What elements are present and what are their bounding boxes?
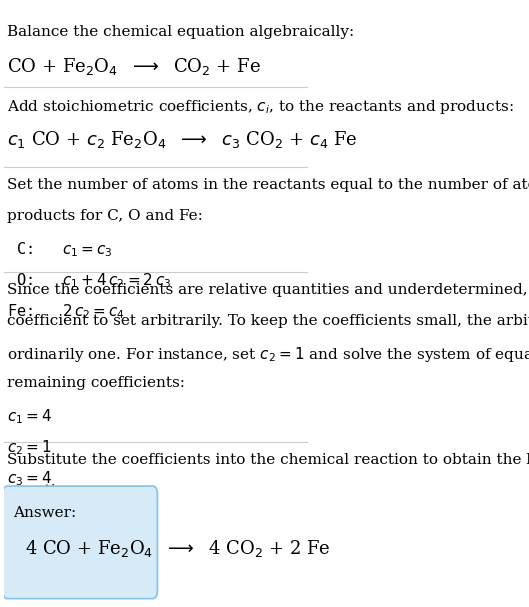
Text: C:   $c_1 = c_3$: C: $c_1 = c_3$ — [7, 240, 113, 259]
Text: $c_1 = 4$: $c_1 = 4$ — [7, 407, 52, 426]
Text: Substitute the coefficients into the chemical reaction to obtain the balanced: Substitute the coefficients into the che… — [7, 453, 529, 467]
FancyBboxPatch shape — [3, 486, 158, 599]
Text: $c_2 = 1$: $c_2 = 1$ — [7, 438, 52, 457]
Text: O:   $c_1 + 4\,c_2 = 2\,c_3$: O: $c_1 + 4\,c_2 = 2\,c_3$ — [7, 271, 171, 290]
Text: $c_4 = 2$: $c_4 = 2$ — [7, 500, 52, 519]
Text: $c_3 = 4$: $c_3 = 4$ — [7, 469, 52, 488]
Text: Set the number of atoms in the reactants equal to the number of atoms in the: Set the number of atoms in the reactants… — [7, 178, 529, 192]
Text: Balance the chemical equation algebraically:: Balance the chemical equation algebraica… — [7, 25, 354, 39]
Text: Add stoichiometric coefficients, $c_i$, to the reactants and products:: Add stoichiometric coefficients, $c_i$, … — [7, 98, 514, 116]
Text: CO + Fe$_2$O$_4$  $\longrightarrow$  CO$_2$ + Fe: CO + Fe$_2$O$_4$ $\longrightarrow$ CO$_2… — [7, 56, 261, 77]
Text: 4 CO + Fe$_2$O$_4$  $\longrightarrow$  4 CO$_2$ + 2 Fe: 4 CO + Fe$_2$O$_4$ $\longrightarrow$ 4 C… — [25, 538, 331, 559]
Text: ordinarily one. For instance, set $c_2 = 1$ and solve the system of equations fo: ordinarily one. For instance, set $c_2 =… — [7, 345, 529, 364]
Text: $c_1$ CO + $c_2$ Fe$_2$O$_4$  $\longrightarrow$  $c_3$ CO$_2$ + $c_4$ Fe: $c_1$ CO + $c_2$ Fe$_2$O$_4$ $\longright… — [7, 129, 358, 151]
Text: remaining coefficients:: remaining coefficients: — [7, 376, 185, 390]
Text: Fe:   $2\,c_2 = c_4$: Fe: $2\,c_2 = c_4$ — [7, 302, 125, 321]
Text: products for C, O and Fe:: products for C, O and Fe: — [7, 209, 203, 223]
Text: Since the coefficients are relative quantities and underdetermined, choose a: Since the coefficients are relative quan… — [7, 282, 529, 297]
Text: coefficient to set arbitrarily. To keep the coefficients small, the arbitrary va: coefficient to set arbitrarily. To keep … — [7, 314, 529, 328]
Text: equation:: equation: — [7, 484, 80, 498]
Text: Answer:: Answer: — [13, 506, 77, 520]
